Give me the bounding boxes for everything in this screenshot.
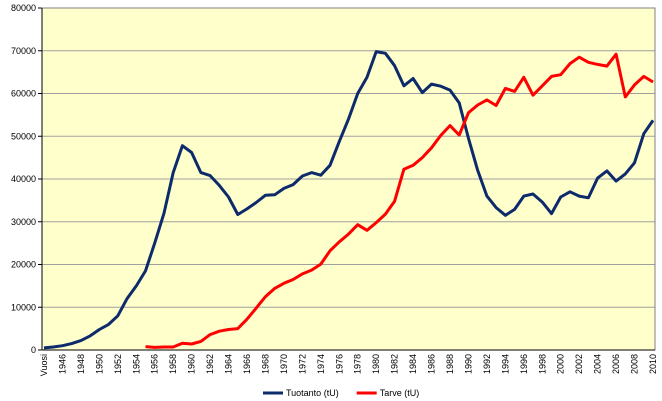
x-tick-label: 1974: [316, 354, 326, 374]
x-tick-label: 1988: [445, 354, 455, 374]
x-tick-label: 1952: [113, 354, 123, 374]
x-tick-label: 1996: [519, 354, 529, 374]
x-tick-label: 2000: [556, 354, 566, 374]
y-tick-label: 70000: [11, 46, 36, 56]
x-tick-label: 1956: [150, 354, 160, 374]
x-tick-label: 2008: [630, 354, 640, 374]
x-tick-label: 1986: [427, 354, 437, 374]
x-tick-label: 1954: [131, 354, 141, 374]
x-tick-label: 1960: [187, 354, 197, 374]
x-tick-label: 1966: [242, 354, 252, 374]
x-tick-label: 2002: [574, 354, 584, 374]
y-tick-label: 60000: [11, 89, 36, 99]
x-tick-label: 1990: [463, 354, 473, 374]
x-tick-label: 1970: [279, 354, 289, 374]
data-line: [145, 52, 654, 349]
x-tick-label: 1978: [353, 354, 363, 374]
x-tick-label: 1946: [57, 354, 67, 374]
x-tick-label: 1982: [390, 354, 400, 374]
x-tick-label: 1994: [500, 354, 510, 374]
x-tick-label: 1980: [371, 354, 381, 374]
x-tick-label: 1964: [224, 354, 234, 374]
legend-label: Tarve (tU): [380, 388, 420, 398]
x-tick-label: 1984: [408, 354, 418, 374]
x-tick-label: Vuosi: [39, 354, 49, 376]
x-tick-label: 2006: [611, 354, 621, 374]
x-tick-label: 1968: [260, 354, 270, 374]
legend-label: Tuotanto (tU): [286, 388, 339, 398]
y-tick-label: 20000: [11, 260, 36, 270]
x-tick-label: 2004: [593, 354, 603, 374]
y-tick-label: 0: [31, 345, 36, 355]
y-tick-label: 30000: [11, 217, 36, 227]
x-tick-label: 1950: [94, 354, 104, 374]
x-tick-label: 1976: [334, 354, 344, 374]
x-tick-label: 1972: [297, 354, 307, 374]
y-tick-label: 40000: [11, 174, 36, 184]
y-tick-label: 80000: [11, 3, 36, 13]
x-tick-label: 1992: [482, 354, 492, 374]
y-tick-label: 10000: [11, 302, 36, 312]
y-tick-label: 50000: [11, 131, 36, 141]
x-tick-label: 1958: [168, 354, 178, 374]
x-tick-label: 1998: [537, 354, 547, 374]
x-tick-label: 1948: [76, 354, 86, 374]
data-line: [43, 50, 655, 350]
x-tick-label: 2010: [648, 354, 658, 374]
x-tick-label: 1962: [205, 354, 215, 374]
